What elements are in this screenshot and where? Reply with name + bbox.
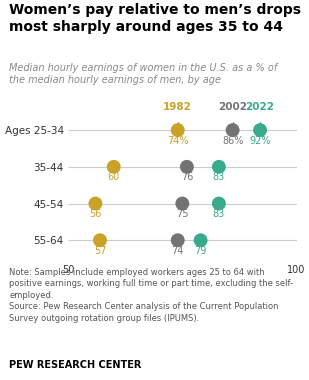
Point [175,237,180,243]
Point [98,237,103,243]
Text: 60: 60 [108,173,120,182]
Text: Note: Samples include employed workers ages 25 to 64 with
positive earnings, wor: Note: Samples include employed workers a… [9,268,293,323]
Point [216,164,221,170]
Text: Median hourly earnings of women in the U.S. as a % of
the median hourly earnings: Median hourly earnings of women in the U… [9,63,277,85]
Text: 57: 57 [94,246,106,256]
Text: 86%: 86% [222,136,243,146]
Point [93,201,98,207]
Point [111,164,116,170]
Point [216,201,221,207]
Text: 92%: 92% [249,136,271,146]
Text: PEW RESEARCH CENTER: PEW RESEARCH CENTER [9,361,142,370]
Text: Women’s pay relative to men’s drops
most sharply around ages 35 to 44: Women’s pay relative to men’s drops most… [9,3,301,34]
Point [258,127,263,133]
Text: 83: 83 [213,209,225,219]
Text: 2002: 2002 [218,102,247,112]
Text: 74: 74 [171,246,184,256]
Text: 79: 79 [194,246,207,256]
Text: 83: 83 [213,173,225,182]
Point [180,201,185,207]
Text: 74%: 74% [167,136,188,146]
Text: 76: 76 [181,173,193,182]
Point [175,127,180,133]
Text: 75: 75 [176,209,188,219]
Point [184,164,189,170]
Point [198,237,203,243]
Text: 56: 56 [89,209,102,219]
Text: 2022: 2022 [246,102,275,112]
Point [230,127,235,133]
Text: 1982: 1982 [163,102,192,112]
